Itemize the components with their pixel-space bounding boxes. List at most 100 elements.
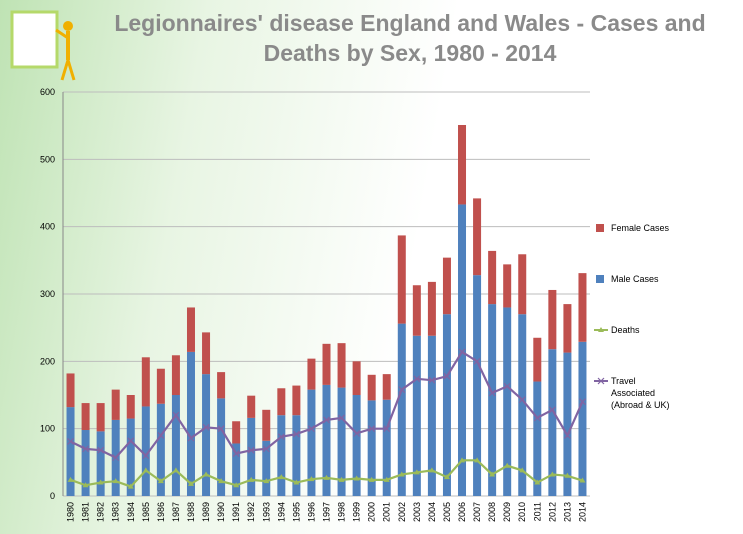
- marker: [579, 477, 586, 483]
- bar: [442, 257, 451, 315]
- marker: [533, 414, 541, 422]
- bar: [473, 275, 482, 496]
- bar: [397, 235, 406, 324]
- bar: [533, 381, 542, 496]
- marker: [428, 467, 435, 473]
- y-tick-label: 500: [40, 154, 55, 164]
- x-tick-label: 2004: [427, 502, 437, 522]
- x-tick-label: 2002: [397, 502, 407, 522]
- legend-marker: [597, 377, 605, 385]
- bar: [473, 198, 482, 276]
- bar: [427, 335, 436, 496]
- x-tick-label: 2014: [577, 502, 587, 522]
- x-tick-label: 1987: [171, 502, 181, 522]
- marker: [262, 445, 270, 453]
- x-tick-label: 1996: [306, 502, 316, 522]
- x-tick-label: 2011: [532, 502, 542, 521]
- marker: [413, 469, 420, 475]
- bar: [307, 389, 316, 496]
- bar: [503, 264, 512, 308]
- x-tick-label: 1992: [246, 502, 256, 522]
- bar: [367, 400, 376, 496]
- legend-swatch: [596, 224, 604, 232]
- marker: [67, 438, 74, 445]
- marker: [308, 425, 315, 433]
- bar: [202, 374, 211, 496]
- x-tick-label: 1989: [201, 502, 211, 522]
- marker: [459, 457, 466, 463]
- bar: [548, 289, 557, 350]
- bar: [111, 389, 120, 420]
- bar: [81, 430, 90, 496]
- marker: [82, 445, 90, 453]
- marker: [232, 450, 240, 458]
- x-tick-label: 1980: [66, 502, 76, 522]
- marker: [458, 348, 466, 356]
- x-tick-label: 1999: [352, 502, 362, 522]
- marker: [187, 480, 194, 486]
- y-tick-label: 100: [40, 424, 55, 434]
- bar: [382, 374, 391, 400]
- legend-label: Deaths: [611, 325, 640, 335]
- marker: [548, 406, 556, 414]
- marker: [203, 471, 210, 477]
- marker: [323, 416, 330, 424]
- bar: [518, 314, 527, 496]
- x-tick-label: 1984: [126, 502, 136, 522]
- bar: [156, 368, 165, 404]
- marker: [489, 471, 496, 477]
- bar: [66, 407, 75, 496]
- marker: [398, 471, 405, 477]
- x-tick-label: 2013: [562, 502, 572, 522]
- marker: [519, 467, 526, 473]
- marker: [97, 479, 104, 485]
- x-tick-label: 2006: [457, 502, 467, 522]
- bar: [488, 304, 497, 496]
- x-tick-label: 2007: [472, 502, 482, 522]
- bar: [578, 341, 587, 496]
- bar: [533, 337, 542, 382]
- marker: [353, 429, 361, 437]
- bar: [202, 332, 211, 375]
- x-tick-label: 2000: [367, 502, 377, 522]
- marker: [549, 471, 556, 477]
- marker: [503, 382, 511, 390]
- bar: [488, 250, 497, 305]
- x-tick-label: 1994: [276, 502, 286, 522]
- marker: [112, 454, 120, 462]
- legend-label: Male Cases: [611, 274, 659, 284]
- bar: [126, 418, 135, 496]
- bar: [548, 349, 557, 496]
- bar: [382, 399, 391, 496]
- bar: [307, 358, 316, 390]
- bar: [367, 374, 376, 401]
- marker: [323, 474, 330, 480]
- marker: [534, 479, 541, 485]
- bar: [458, 124, 467, 205]
- x-tick-label: 1997: [322, 502, 332, 522]
- x-tick-label: 1983: [111, 502, 121, 522]
- bar: [503, 307, 512, 496]
- x-tick-label: 1986: [156, 502, 166, 522]
- marker: [443, 372, 451, 380]
- bar: [352, 361, 361, 395]
- marker: [187, 434, 195, 442]
- x-tick-label: 2008: [487, 502, 497, 522]
- y-tick-label: 300: [40, 289, 55, 299]
- marker: [172, 467, 179, 473]
- x-tick-label: 1998: [337, 502, 347, 522]
- bar: [96, 403, 105, 432]
- marker: [112, 478, 119, 484]
- bar: [232, 421, 241, 444]
- x-tick-label: 2001: [382, 502, 392, 522]
- marker: [383, 425, 391, 433]
- marker: [247, 446, 255, 454]
- bar: [412, 335, 421, 496]
- marker: [248, 476, 255, 482]
- marker: [413, 375, 421, 383]
- x-tick-label: 2003: [412, 502, 422, 522]
- bar: [66, 373, 75, 408]
- x-tick-label: 1985: [141, 502, 151, 522]
- marker: [127, 483, 134, 489]
- y-tick-label: 400: [40, 222, 55, 232]
